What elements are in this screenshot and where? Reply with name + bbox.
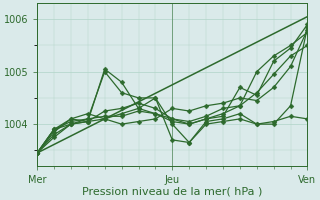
X-axis label: Pression niveau de la mer( hPa ): Pression niveau de la mer( hPa ) [82, 187, 262, 197]
